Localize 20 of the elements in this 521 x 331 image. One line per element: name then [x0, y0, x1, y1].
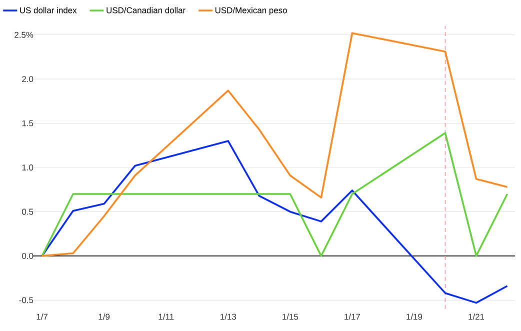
y-tick-label: 0.0	[22, 252, 34, 259]
legend-label: USD/Mexican peso	[215, 7, 287, 15]
y-tick-label: 1.5	[22, 120, 34, 126]
x-tick-label: 1/13	[220, 314, 236, 320]
x-tick-label: 1/7	[36, 314, 48, 320]
y-tick-label: -0.5	[19, 297, 34, 304]
y-tick-label: 2.0	[22, 76, 34, 82]
line-series	[41, 32, 508, 257]
y-tick-label: 2.5%	[14, 32, 34, 38]
x-tick-label: 1/9	[98, 314, 110, 320]
x-tick-label: 1/17	[344, 314, 360, 320]
legend-label: US dollar index	[20, 7, 77, 14]
y-tick-label: 0.5	[22, 208, 34, 215]
x-tick-label: 1/15	[282, 314, 298, 320]
x-tick-label: 1/11	[158, 314, 174, 320]
line-series	[41, 140, 508, 304]
legend-label: USD/Canadian dollar	[106, 7, 186, 14]
y-tick-label: 1.0	[22, 164, 34, 170]
x-tick-label: 1/21	[468, 314, 484, 320]
x-tick-label: 1/19	[406, 314, 422, 320]
